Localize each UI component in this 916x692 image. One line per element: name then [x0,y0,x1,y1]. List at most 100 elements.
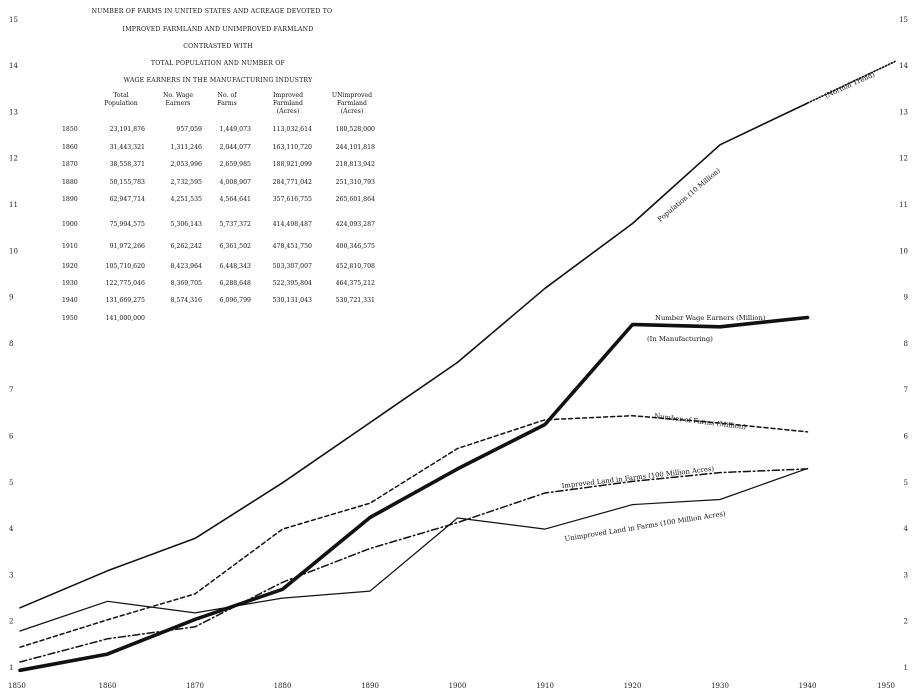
table-cell: 6,096,799 [220,297,252,304]
series-lines [18,60,896,673]
table-cell: 91,972,266 [110,243,145,250]
series-line-1 [806,60,896,104]
table-row-year: 1930 [62,280,78,287]
table-cell: 414,498,487 [273,221,312,228]
table-header-4-0: UNimproved [332,92,372,99]
series-label-5: Unimproved Land in Farms (100 Million Ac… [564,510,726,543]
table-header-0-1: Population [104,100,137,107]
series-label-1: (Normal Trend) [824,70,877,99]
table-cell: 400,346,575 [336,243,375,250]
y-tick-left-15: 15 [9,16,18,24]
table-cell: 424,093,287 [336,221,375,228]
table-cell: 1,311,246 [171,144,203,151]
y-tick-right-14: 14 [899,62,908,70]
title-line-4: TOTAL POPULATION AND NUMBER OF [151,60,286,67]
table-cell: 6,288,648 [220,280,252,287]
table-cell: 4,251,535 [171,196,203,203]
y-tick-right-6: 6 [904,433,909,441]
table-cell: 6,361,502 [220,243,252,250]
y-tick-left-10: 10 [9,247,18,255]
table-row-year: 1950 [62,315,78,322]
y-tick-right-2: 2 [904,618,908,626]
table-cell: 2,053,996 [171,161,203,168]
table-row-year: 1900 [62,221,78,228]
table-cell: 6,262,242 [171,243,203,250]
table-row-year: 1860 [62,144,78,151]
table-cell: 251,310,793 [336,179,375,186]
table-cell: 265,601,864 [336,196,375,203]
title-line-2: IMPROVED FARMLAND AND UNIMPROVED FARMLAN… [123,26,314,33]
table-header-1-1: Earners [166,100,191,107]
table-cell: 5,306,143 [171,221,203,228]
table-header-3-1: Farmland [273,100,303,107]
table-cell: 2,044,077 [220,144,252,151]
y-tick-right-12: 12 [899,155,908,163]
y-tick-right-3: 3 [904,571,908,579]
y-tick-right-11: 11 [899,201,908,209]
table-cell: 50,155,783 [110,179,145,186]
y-tick-right-15: 15 [899,16,908,24]
table-cell: 8,369,705 [171,280,203,287]
table-header-3-0: Improved [273,92,303,99]
title-line-1: NUMBER OF FARMS IN UNITED STATES AND ACR… [92,8,333,15]
table-cell: 122,775,046 [106,280,145,287]
x-tick-1890: 1890 [361,682,379,690]
table-cell: 244,101,818 [336,144,375,151]
series-label-4: Improved Land in Farms (100 Million Acre… [561,465,714,490]
y-tick-left-3: 3 [9,571,13,579]
y-tick-left-8: 8 [9,340,13,348]
y-tick-left-2: 2 [9,618,13,626]
table-cell: 2,659,985 [220,161,252,168]
x-tick-1910: 1910 [536,682,554,690]
chart-title: NUMBER OF FARMS IN UNITED STATES AND ACR… [92,8,333,84]
table-cell: 131,669,275 [106,297,145,304]
title-line-5: WAGE EARNERS IN THE MANUFACTURING INDUST… [124,77,313,84]
series-line-4 [19,468,809,663]
table-header-2-1: Farms [217,100,237,107]
series-line-2 [18,315,810,673]
table-header-1-0: No. Wage [163,92,193,99]
table-cell: 105,710,620 [106,263,145,270]
y-tick-left-1: 1 [9,664,13,672]
table-cell: 8,574,316 [171,297,203,304]
x-tick-1950: 1950 [877,682,895,690]
table-cell: 8,423,964 [171,263,203,270]
series-label-2-line2: (In Manufacturing) [647,335,713,343]
table-cell: 188,921,099 [273,161,312,168]
table-cell: 1,449,073 [220,126,252,133]
y-tick-left-7: 7 [9,386,13,394]
table-row-year: 1880 [62,179,78,186]
y-tick-right-13: 13 [899,108,908,116]
table-cell: 478,451,750 [273,243,312,250]
table-cell: 503,307,007 [273,263,312,270]
table-row-year: 1890 [62,196,78,203]
y-tick-left-14: 14 [9,62,18,70]
table-header-3-2: (Acres) [277,108,300,115]
y-tick-left-4: 4 [9,525,14,533]
title-line-3: CONTRASTED WITH [183,43,253,50]
y-tick-left-11: 11 [9,201,18,209]
table-cell: 163,110,720 [273,144,312,151]
table-cell: 357,616,755 [273,196,312,203]
y-tick-left-9: 9 [9,294,13,302]
table-row-year: 1870 [62,161,78,168]
table-cell: 31,443,321 [110,144,145,151]
x-tick-1880: 1880 [274,682,292,690]
x-axis-ticks: 1850 1860 1870 1880 1890 1900 1910 1920 1930 1940… [8,682,895,690]
y-tick-left-13: 13 [9,108,18,116]
table-header-2-0: No. of [218,92,238,99]
y-tick-left-6: 6 [9,433,14,441]
table-cell: 141,000,000 [106,315,145,322]
y-tick-right-10: 10 [899,247,908,255]
table-cell: 5,737,372 [220,221,252,228]
table-cell: 113,032,614 [273,126,312,133]
table-cell: 218,813,942 [336,161,375,168]
series-label-3: Number of Farms (Million) [654,412,747,431]
table-row-year: 1920 [62,263,78,270]
table-cell: 180,528,000 [336,126,375,133]
table-cell: 530,131,043 [273,297,312,304]
y-tick-right-9: 9 [904,294,908,302]
table-cell: 2,732,595 [171,179,203,186]
table-cell: 62,947,714 [110,196,145,203]
series-line-5 [19,467,809,632]
